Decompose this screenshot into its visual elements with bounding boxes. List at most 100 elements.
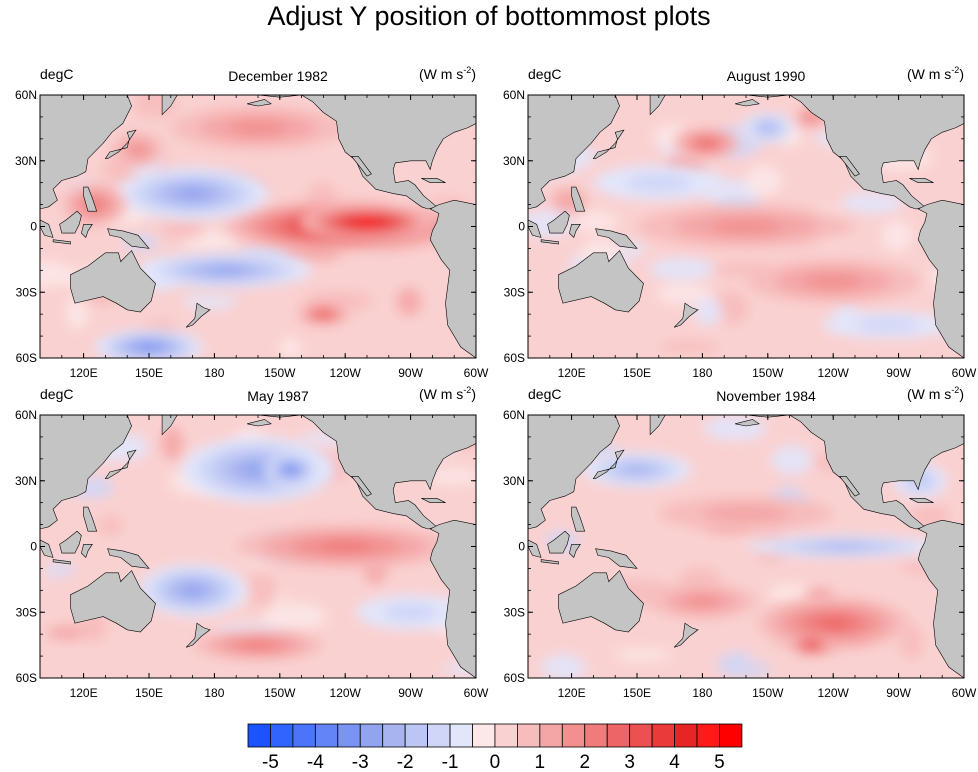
continents: [40, 415, 476, 678]
x-tick-label: 60W: [952, 366, 977, 380]
anomaly-feature: [804, 273, 863, 289]
y-tick-label: 60S: [504, 351, 525, 365]
land-alaska_pen: [735, 419, 760, 427]
x-tick-label: 90W: [398, 686, 423, 700]
x-tick-label: 150W: [264, 366, 296, 380]
anomaly-feature: [360, 220, 374, 224]
land-kamchatka: [161, 415, 178, 436]
x-tick-label: 120E: [558, 686, 586, 700]
land-sumatra: [40, 539, 54, 558]
land-samerica: [429, 519, 476, 678]
colorbar-label: -2: [397, 752, 414, 772]
land-philippines: [83, 506, 98, 532]
land-baja: [839, 476, 860, 497]
colorbar-box: [449, 723, 473, 748]
anomaly-feature: [702, 504, 790, 523]
land-kamchatka: [649, 95, 666, 116]
anomaly-feature: [855, 318, 921, 332]
anomaly-feature: [319, 312, 328, 316]
colorbar-label: -5: [262, 752, 279, 772]
anomaly-patch: [751, 566, 776, 586]
y-tick-label: 30S: [16, 285, 37, 299]
x-tick-label: 150E: [623, 366, 651, 380]
colorbar-box: [382, 723, 406, 748]
land-baja: [351, 476, 372, 497]
anomaly-patch: [584, 671, 653, 678]
anomaly-feature: [317, 541, 373, 552]
y-tick-label: 30N: [503, 154, 525, 168]
colorbar-box: [651, 723, 675, 748]
anomaly-feature: [808, 643, 815, 647]
anomaly-feature: [383, 603, 438, 622]
land-sulawesi: [569, 544, 581, 559]
anomaly-patch: [46, 625, 88, 641]
y-tick-label: 0: [30, 540, 37, 554]
anomaly-feature: [177, 188, 208, 199]
colorbar-box: [606, 723, 631, 748]
colorbar-box: [359, 723, 384, 748]
anomaly-patch: [573, 210, 618, 233]
left-string: degC: [528, 66, 561, 82]
axis-ticks: [39, 414, 477, 679]
x-tick-label: 120W: [818, 686, 850, 700]
x-tick-label: 150E: [135, 686, 163, 700]
land-philippines: [83, 186, 98, 212]
land-cuba: [909, 498, 934, 503]
land-cuba: [421, 498, 446, 503]
anomaly-patch: [278, 337, 302, 358]
land-newguinea: [107, 548, 150, 569]
colorbar-label: 3: [624, 752, 635, 772]
land-cuba: [421, 178, 446, 183]
right-string: (W m s-2): [419, 385, 476, 402]
x-tick-label: 120E: [70, 366, 98, 380]
x-tick-label: 60W: [952, 686, 977, 700]
land-java: [540, 559, 559, 565]
colorbar-box: [629, 723, 653, 748]
y-tick-label: 60N: [503, 88, 525, 102]
anomaly-feature: [807, 114, 816, 120]
anomaly-patch: [540, 654, 586, 678]
land-sumatra: [528, 539, 542, 558]
colorbar-box: [427, 723, 451, 748]
colorbar-box: [674, 723, 698, 748]
anomaly-patch: [656, 283, 711, 305]
anomaly-feature: [228, 120, 288, 136]
x-tick-label: 180: [692, 366, 712, 380]
colorbar-label: 4: [669, 752, 680, 772]
y-tick-label: 30S: [504, 605, 525, 619]
anomaly-patch: [762, 668, 827, 678]
left-string: degC: [40, 66, 73, 82]
land-sumatra: [40, 219, 54, 238]
anomaly-feature: [139, 344, 159, 350]
y-tick-label: 30S: [504, 285, 525, 299]
anomaly-patch: [224, 600, 273, 631]
y-tick-label: 30N: [503, 474, 525, 488]
anomaly-feature: [207, 266, 243, 274]
continents: [40, 95, 476, 358]
land-baja: [839, 156, 860, 177]
left-string: degC: [40, 386, 73, 402]
y-tick-label: 0: [30, 220, 37, 234]
land-alaska_pen: [735, 99, 760, 107]
x-tick-label: 90W: [886, 686, 911, 700]
anomaly-patch: [771, 445, 812, 475]
land-java: [52, 559, 71, 565]
anomaly-patch: [323, 639, 385, 654]
colorbar-box: [561, 723, 586, 748]
anomaly-feature: [129, 143, 147, 156]
land-java: [52, 239, 71, 245]
colorbar-box: [247, 723, 271, 748]
anomaly-feature: [761, 124, 775, 132]
colorbar-label: 0: [490, 752, 501, 772]
anomaly-patch: [66, 294, 89, 331]
land-sumatra: [528, 219, 542, 238]
colorbar-label: -3: [352, 752, 369, 772]
land-japan: [592, 129, 625, 159]
anomaly-feature: [819, 543, 869, 550]
y-tick-label: 60S: [16, 671, 37, 685]
land-samerica: [429, 199, 476, 358]
y-tick-label: 30N: [15, 474, 37, 488]
anomaly-patch: [615, 648, 673, 661]
colorbar-box: [337, 723, 361, 748]
